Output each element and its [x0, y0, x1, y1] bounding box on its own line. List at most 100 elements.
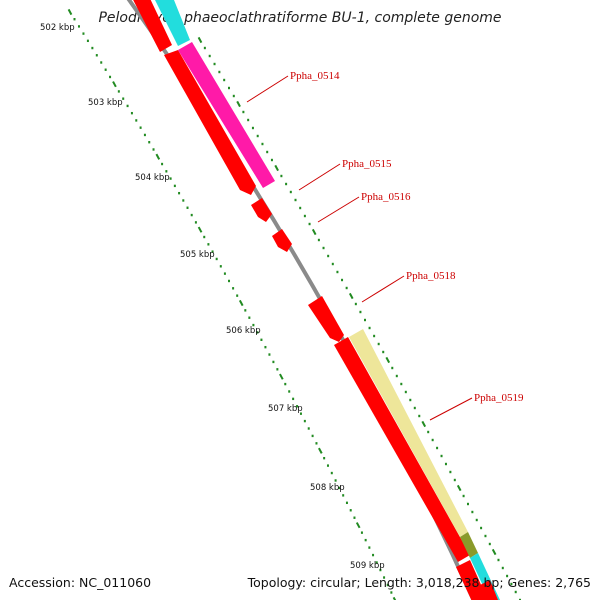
outer-major-tick: [348, 292, 354, 300]
minor-tick: [194, 221, 197, 224]
minor-tick: [252, 323, 255, 327]
outer-minor-tick: [431, 438, 434, 442]
outer-minor-tick: [510, 582, 513, 586]
minor-tick: [117, 90, 120, 93]
minor-tick: [211, 250, 214, 253]
accession-text: Accession: NC_011060: [9, 575, 152, 590]
callout-line: [317, 196, 360, 223]
minor-tick: [223, 272, 226, 275]
cds-block: [164, 50, 256, 195]
cds-block: [308, 296, 344, 342]
callout-line: [246, 75, 289, 103]
tick-labels: 502 kbp 503 kbp 504 kbp 505 kbp 506 kbp …: [40, 23, 385, 571]
gene-label: Ppha_0518: [406, 270, 456, 282]
outer-minor-tick: [409, 398, 412, 402]
outer-minor-tick: [345, 286, 348, 290]
outer-major-tick: [385, 356, 391, 364]
outer-minor-tick: [404, 390, 407, 394]
outer-minor-tick: [280, 174, 283, 178]
minor-tick: [73, 18, 76, 21]
outer-major-tick: [197, 36, 203, 44]
minor-tick: [82, 32, 85, 35]
major-tick: [155, 153, 161, 160]
outer-minor-tick: [266, 150, 269, 154]
outer-minor-tick: [466, 502, 469, 506]
tick-label: 504 kbp: [135, 173, 170, 183]
minor-tick: [232, 287, 235, 290]
minor-tick: [379, 568, 382, 572]
outer-minor-tick: [317, 238, 320, 242]
genome-summary-text: Topology: circular; Length: 3,018,238 bp…: [247, 575, 591, 590]
minor-tick: [77, 25, 80, 28]
minor-tick: [248, 316, 251, 319]
outer-minor-tick: [514, 590, 517, 594]
magenta-block: [178, 42, 275, 188]
outer-minor-tick: [256, 134, 259, 138]
outer-minor-tick: [501, 566, 504, 570]
outer-minor-tick: [294, 198, 297, 202]
minor-tick: [91, 46, 94, 50]
outer-minor-tick: [395, 374, 398, 378]
minor-tick: [303, 419, 306, 423]
minor-tick: [368, 546, 371, 549]
outer-minor-tick: [270, 158, 273, 162]
tick-label: 509 kbp: [350, 561, 385, 571]
outer-minor-tick: [497, 558, 500, 562]
minor-tick: [390, 591, 393, 594]
minor-tick: [203, 235, 206, 239]
outer-minor-tick: [484, 534, 487, 538]
minor-tick: [95, 54, 98, 57]
outer-minor-tick: [368, 326, 371, 330]
outer-minor-tick: [223, 78, 226, 82]
major-tick: [279, 373, 284, 380]
tick-label: 508 kbp: [310, 483, 345, 493]
outer-minor-tick: [354, 302, 357, 306]
outer-minor-tick: [327, 254, 330, 258]
outer-minor-tick: [400, 382, 403, 386]
outer-minor-tick: [444, 462, 447, 466]
minor-tick: [345, 501, 348, 505]
outer-minor-tick: [299, 206, 302, 210]
outer-minor-tick: [506, 574, 509, 578]
outer-minor-tick: [218, 70, 221, 74]
cds-block: [478, 580, 498, 600]
minor-tick: [182, 199, 185, 202]
minor-tick: [100, 61, 103, 64]
outer-minor-tick: [336, 270, 339, 274]
outer-minor-tick: [261, 142, 264, 146]
minor-tick: [135, 119, 138, 122]
tick-label: 505 kbp: [180, 250, 215, 260]
outer-minor-tick: [242, 110, 245, 114]
major-tick: [392, 596, 398, 600]
minor-tick: [334, 479, 337, 482]
major-tick: [197, 226, 203, 233]
minor-tick: [338, 486, 341, 490]
minor-tick: [130, 111, 133, 115]
outer-minor-tick: [377, 342, 380, 346]
minor-tick: [228, 279, 231, 283]
outer-major-tick: [274, 164, 279, 172]
minor-tick: [219, 265, 222, 268]
minor-tick: [260, 338, 263, 341]
tick-label: 503 kbp: [88, 98, 123, 108]
outer-minor-tick: [449, 470, 452, 474]
gene-label: Ppha_0516: [361, 191, 411, 203]
outer-minor-tick: [331, 262, 334, 266]
minor-tick: [148, 141, 151, 144]
gene-label: Ppha_0514: [290, 70, 340, 82]
minor-tick: [104, 68, 107, 71]
outer-major-tick: [311, 228, 317, 236]
minor-tick: [311, 434, 314, 438]
outer-minor-tick: [382, 350, 385, 354]
minor-tick: [383, 576, 386, 579]
outer-minor-tick: [391, 366, 394, 370]
minor-tick: [372, 553, 375, 557]
minor-tick: [296, 405, 299, 408]
outer-minor-tick: [436, 446, 439, 450]
minor-tick: [264, 345, 267, 349]
outer-major-tick: [456, 484, 462, 492]
outer-minor-tick: [475, 518, 478, 522]
minor-tick: [284, 382, 287, 386]
minor-tick: [364, 538, 367, 542]
gene-label: Ppha_0519: [474, 392, 524, 404]
